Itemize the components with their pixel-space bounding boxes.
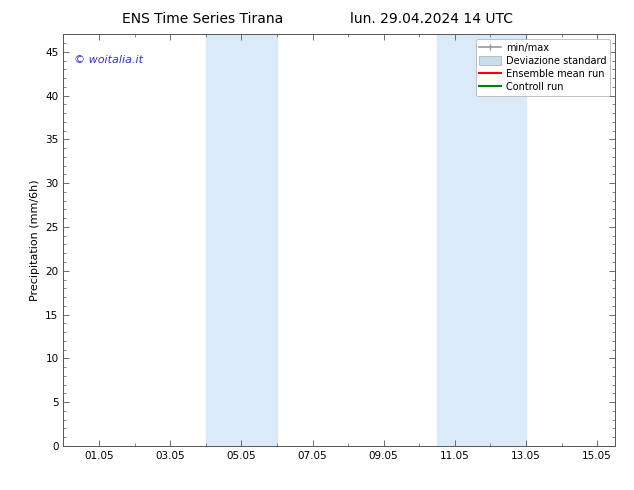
Bar: [437, 34, 526, 446]
Legend: min/max, Deviazione standard, Ensemble mean run, Controll run: min/max, Deviazione standard, Ensemble m…: [476, 39, 610, 96]
Y-axis label: Precipitation (mm/6h): Precipitation (mm/6h): [30, 179, 40, 301]
Text: © woitalia.it: © woitalia.it: [74, 55, 143, 65]
Bar: [206, 34, 277, 446]
Text: lun. 29.04.2024 14 UTC: lun. 29.04.2024 14 UTC: [349, 12, 513, 26]
Text: ENS Time Series Tirana: ENS Time Series Tirana: [122, 12, 283, 26]
